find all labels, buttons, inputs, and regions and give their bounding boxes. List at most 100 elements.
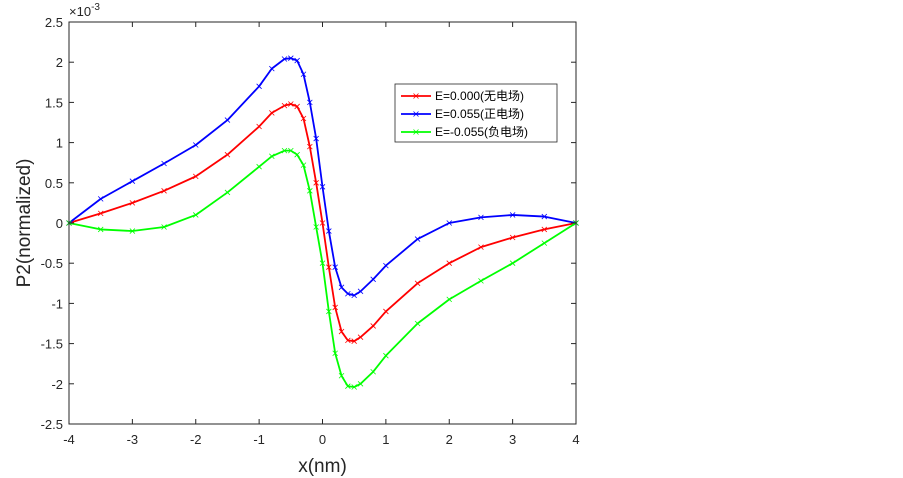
data-point xyxy=(319,220,326,226)
x-tick-label: -1 xyxy=(253,432,265,447)
data-point xyxy=(192,142,199,148)
data-point xyxy=(345,290,351,297)
y-axis-multiplier: ×10-3 xyxy=(69,2,100,19)
y-tick-label: -0.5 xyxy=(41,256,63,271)
data-point xyxy=(345,383,351,389)
data-point xyxy=(161,160,167,167)
data-point xyxy=(97,210,104,217)
data-point xyxy=(338,372,345,379)
data-point xyxy=(370,323,376,329)
data-point xyxy=(294,57,300,64)
x-tick-label: -3 xyxy=(127,432,139,447)
data-point xyxy=(509,212,516,218)
data-point xyxy=(414,236,421,242)
data-point xyxy=(294,151,300,158)
legend-entry-1: E=0.000(无电场) xyxy=(401,89,524,103)
data-point xyxy=(478,214,484,221)
data-point xyxy=(269,65,275,72)
data-point xyxy=(192,212,199,218)
x-tick-label: -2 xyxy=(190,432,202,447)
x-tick-label: 3 xyxy=(509,432,516,447)
data-point xyxy=(288,147,294,154)
data-point xyxy=(446,220,453,226)
data-point xyxy=(332,264,338,271)
legend-label: E=-0.055(负电场) xyxy=(435,125,528,139)
data-point xyxy=(224,189,231,196)
data-point xyxy=(478,278,484,284)
data-point xyxy=(97,196,104,202)
data-point xyxy=(357,288,364,295)
legend-entry-3: E=-0.055(负电场) xyxy=(401,125,528,139)
y-tick-label: -1 xyxy=(51,296,63,311)
data-point xyxy=(161,224,167,230)
y-tick-label: 2.5 xyxy=(45,15,63,30)
series-layer xyxy=(66,55,579,390)
x-tick-label: 4 xyxy=(572,432,579,447)
y-tick-label: 0 xyxy=(56,216,63,231)
legend: E=0.000(无电场) E=0.055(正电场) E=-0.055(负电场) xyxy=(394,83,558,143)
data-point xyxy=(370,368,376,375)
data-point xyxy=(332,350,338,357)
data-point xyxy=(288,55,294,61)
y-tick-label: 0.5 xyxy=(45,176,63,191)
data-point xyxy=(383,308,389,315)
data-point xyxy=(300,115,307,122)
data-point xyxy=(313,224,319,230)
x-axis-ticks: -4 -3 -2 -1 0 1 2 3 4 xyxy=(63,22,580,447)
data-point xyxy=(541,240,548,246)
data-point xyxy=(307,99,313,106)
y-tick-label: 1.5 xyxy=(45,95,63,110)
data-point xyxy=(370,276,376,283)
data-point xyxy=(326,228,332,234)
data-point xyxy=(307,188,313,194)
data-point xyxy=(383,262,389,269)
data-point xyxy=(446,296,453,303)
x-tick-label: 1 xyxy=(382,432,389,447)
data-point xyxy=(256,83,262,90)
data-point xyxy=(351,338,357,344)
data-point xyxy=(383,352,389,359)
data-point xyxy=(300,162,307,168)
data-point xyxy=(478,244,484,250)
y-tick-label: -2.5 xyxy=(41,417,63,432)
data-point xyxy=(332,304,338,311)
data-point xyxy=(319,260,326,266)
data-point xyxy=(338,328,345,335)
data-point xyxy=(281,102,288,109)
data-point xyxy=(224,151,231,158)
y-tick-label: -1.5 xyxy=(41,337,63,352)
data-point xyxy=(256,123,262,130)
data-point xyxy=(294,103,300,110)
data-point xyxy=(224,117,231,123)
data-point xyxy=(509,234,516,241)
data-point xyxy=(338,284,345,291)
data-point xyxy=(307,143,313,150)
data-point xyxy=(509,260,516,266)
data-point xyxy=(414,320,421,327)
x-tick-label: 2 xyxy=(446,432,453,447)
legend-label: E=0.000(无电场) xyxy=(435,89,524,103)
data-point xyxy=(269,153,275,160)
data-point xyxy=(313,180,319,186)
data-point xyxy=(319,184,326,190)
data-point xyxy=(326,264,332,271)
data-point xyxy=(300,71,307,78)
data-point xyxy=(357,381,364,387)
data-point xyxy=(192,173,199,180)
y-axis-label: P2(normalized) xyxy=(14,159,35,288)
data-point xyxy=(357,334,364,340)
data-point xyxy=(129,200,136,206)
data-point xyxy=(288,101,294,107)
legend-entry-2: E=0.055(正电场) xyxy=(401,107,524,121)
data-point xyxy=(269,110,275,116)
data-point xyxy=(129,228,136,234)
data-point xyxy=(313,135,319,142)
data-point xyxy=(541,226,548,233)
data-point xyxy=(351,292,357,299)
x-tick-label: 0 xyxy=(319,432,326,447)
data-point xyxy=(446,260,453,266)
data-point xyxy=(129,178,136,184)
data-point xyxy=(281,56,288,62)
legend-label: E=0.055(正电场) xyxy=(435,107,524,121)
